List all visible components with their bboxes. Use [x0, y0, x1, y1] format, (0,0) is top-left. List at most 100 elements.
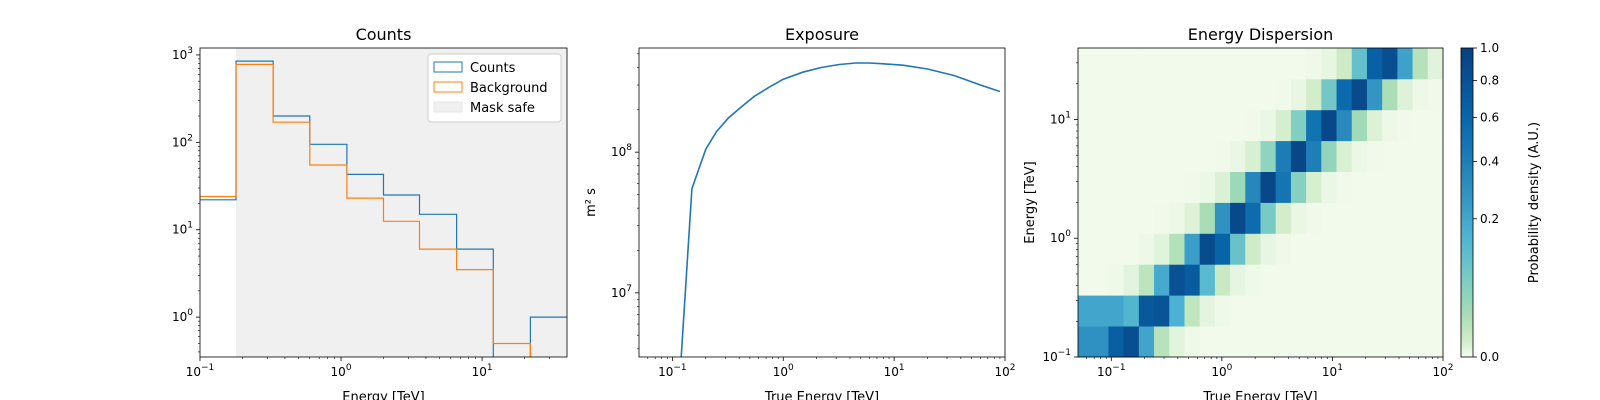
- heatmap-cell: [1123, 326, 1140, 358]
- heatmap-cell: [1382, 171, 1398, 203]
- heatmap-cell: [1336, 140, 1353, 172]
- heatmap-cell: [1169, 48, 1185, 80]
- heatmap-cell: [1108, 233, 1125, 265]
- x-tick-label: 100: [773, 363, 794, 379]
- x-tick-label: 101: [472, 363, 493, 379]
- heatmap-cell: [1397, 202, 1413, 234]
- heatmap-cell: [1306, 326, 1322, 358]
- heatmap-cell: [1382, 78, 1398, 111]
- heatmap-cell: [1397, 295, 1413, 327]
- x-axis-label: Energy [TeV]: [342, 390, 424, 400]
- heatmap-cell: [1123, 233, 1140, 265]
- heatmap-cell: [1138, 48, 1155, 80]
- colorbar-label: Probability density (A.U.): [1527, 122, 1542, 283]
- heatmap-cell: [1154, 295, 1170, 327]
- heatmap-cell: [1290, 264, 1307, 296]
- heatmap-cell: [1093, 202, 1109, 234]
- heatmap-cell: [1366, 109, 1383, 142]
- heatmap-cell: [1214, 233, 1231, 265]
- heatmap-cell: [1275, 233, 1292, 265]
- colorbar-tick-label: 0.0: [1480, 350, 1499, 364]
- heatmap-cell: [1351, 109, 1368, 142]
- heatmap-cell: [1199, 78, 1216, 111]
- heatmap-cell: [1123, 48, 1140, 80]
- heatmap-cell: [1321, 48, 1337, 80]
- heatmap-cell: [1078, 140, 1094, 172]
- heatmap-cell: [1306, 48, 1322, 80]
- heatmap-cell: [1427, 264, 1444, 296]
- heatmap-cell: [1138, 140, 1155, 172]
- heatmap-cell: [1214, 295, 1231, 327]
- heatmap-cell: [1412, 202, 1429, 234]
- heatmap-cell: [1397, 233, 1413, 265]
- heatmap-cell: [1230, 171, 1246, 203]
- heatmap-cell: [1123, 202, 1140, 234]
- heatmap-cell: [1108, 202, 1125, 234]
- heatmap-cell: [1290, 326, 1307, 358]
- y-axis-label: Energy [TeV]: [1023, 161, 1038, 243]
- heatmap-cell: [1230, 140, 1246, 172]
- chart-title: Exposure: [785, 25, 859, 44]
- heatmap-cell: [1321, 326, 1337, 358]
- colorbar-tick-label: 0.2: [1480, 212, 1499, 226]
- y-tick-label: 100: [1050, 229, 1071, 245]
- heatmap-cell: [1123, 171, 1140, 203]
- heatmap-cell: [1412, 233, 1429, 265]
- heatmap-cell: [1412, 78, 1429, 111]
- heatmap-cell: [1336, 48, 1353, 80]
- heatmap-cell: [1290, 78, 1307, 111]
- heatmap-cell: [1184, 202, 1201, 234]
- heatmap-cell: [1397, 48, 1413, 80]
- plot-frame: [199, 47, 568, 358]
- heatmap-cell: [1397, 326, 1413, 358]
- heatmap-cell: [1214, 202, 1231, 234]
- heatmap-cell: [1230, 109, 1246, 142]
- heatmap-cell: [1260, 140, 1277, 172]
- heatmap-cell: [1169, 171, 1185, 203]
- heatmap-cell: [1245, 295, 1261, 327]
- heatmap-cell: [1306, 202, 1322, 234]
- heatmap-cell: [1275, 264, 1292, 296]
- heatmap-cell: [1321, 233, 1337, 265]
- heatmap-cell: [1412, 171, 1429, 203]
- y-tick-label: 101: [172, 221, 193, 237]
- heatmap-cell: [1093, 171, 1109, 203]
- heatmap-cell: [1154, 233, 1170, 265]
- heatmap-cell: [1366, 48, 1383, 80]
- plot-frame: [1077, 47, 1444, 358]
- x-tick-label: 100: [1211, 363, 1232, 379]
- heatmap-cell: [1093, 326, 1109, 358]
- x-tick-label: 101: [1322, 363, 1343, 379]
- heatmap-cell: [1154, 171, 1170, 203]
- heatmap-cell: [1366, 78, 1383, 111]
- heatmap-cell: [1321, 202, 1337, 234]
- heatmap-cell: [1260, 202, 1277, 234]
- x-tick-label: 102: [994, 363, 1015, 379]
- x-tick-label: 10−1: [1097, 363, 1126, 379]
- heatmap-cell: [1230, 295, 1246, 327]
- heatmap-cell: [1306, 171, 1322, 203]
- heatmap-cell: [1214, 326, 1231, 358]
- heatmap-cell: [1321, 140, 1337, 172]
- heatmap-cell: [1260, 233, 1277, 265]
- heatmap-cell: [1169, 202, 1185, 234]
- heatmap-cell: [1382, 140, 1398, 172]
- heatmap-cell: [1321, 171, 1337, 203]
- heatmap-cell: [1230, 78, 1246, 111]
- heatmap-cell: [1093, 295, 1109, 327]
- heatmap-cell: [1078, 78, 1094, 111]
- heatmap-cell: [1184, 140, 1201, 172]
- heatmap-cell: [1397, 140, 1413, 172]
- heatmap-cell: [1169, 264, 1185, 296]
- heatmap-cell: [1138, 264, 1155, 296]
- heatmap-cell: [1093, 140, 1109, 172]
- heatmap-cell: [1154, 140, 1170, 172]
- heatmap-cell: [1093, 109, 1109, 142]
- heatmap-cell: [1154, 78, 1170, 111]
- heatmap-cell: [1199, 202, 1216, 234]
- heatmap-cell: [1184, 326, 1201, 358]
- heatmap-cell: [1412, 109, 1429, 142]
- heatmap-cell: [1138, 78, 1155, 111]
- heatmap-cell: [1184, 78, 1201, 111]
